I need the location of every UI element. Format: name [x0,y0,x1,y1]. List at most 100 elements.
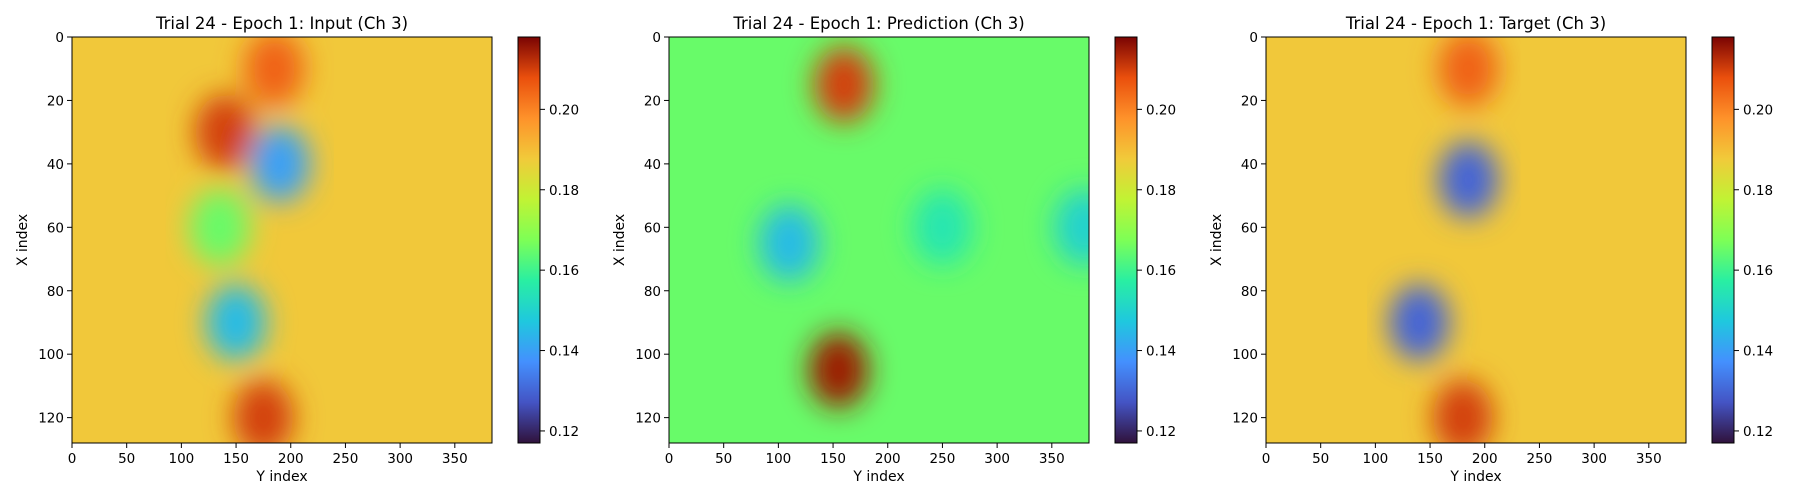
x-tick-label: 200 [875,451,901,467]
y-tick-label: 0 [55,30,64,46]
colorbar-tick-label: 0.14 [1743,344,1773,360]
x-tick-label: 100 [765,451,791,467]
x-tick-label: 350 [1039,451,1065,467]
x-tick-label: 150 [223,451,249,467]
heatmap-feature [233,379,294,443]
y-tick-label: 40 [644,157,661,173]
colorbar-tick-label: 0.18 [549,183,579,199]
y-tick-label: 20 [1241,93,1258,109]
x-tick-label: 300 [1581,451,1607,467]
x-tick-label: 300 [984,451,1010,467]
colorbar-tick-label: 0.16 [1146,263,1176,279]
y-tick-label: 120 [38,411,64,427]
x-tick-label: 50 [715,451,732,467]
chart-title: Trial 24 - Epoch 1: Prediction (Ch 3) [732,14,1024,33]
x-tick-label: 0 [68,451,77,467]
plot-frame [668,36,1090,444]
x-tick-label: 0 [665,451,674,467]
colorbar-tick-label: 0.16 [549,263,579,279]
colorbar-tick-label: 0.12 [1146,424,1176,440]
heatmap-feature [814,46,874,123]
y-tick-label: 40 [1241,157,1258,173]
heatmap-feature [1054,189,1089,266]
y-tick-label: 100 [38,347,64,363]
heatmap-feature [1438,141,1499,218]
x-tick-label: 200 [1472,451,1498,467]
x-axis-label: Y index [255,469,307,485]
heatmap-image [669,37,1089,443]
colorbar-frame [1114,36,1138,444]
y-axis-label: X index [612,214,628,266]
x-tick-label: 50 [118,451,135,467]
heatmap-feature [249,125,310,202]
x-tick-label: 250 [333,451,359,467]
x-tick-label: 50 [1312,451,1329,467]
x-tick-label: 200 [278,451,304,467]
heatmap-feature [195,94,256,171]
x-tick-label: 0 [1262,451,1271,467]
y-tick-label: 60 [644,220,661,236]
x-tick-label: 250 [1527,451,1553,467]
x-tick-label: 350 [1636,451,1662,467]
heatmap-image [72,37,492,443]
y-tick-label: 60 [47,220,64,236]
y-tick-label: 0 [652,30,661,46]
x-tick-label: 350 [442,451,468,467]
x-axis-label: Y index [852,469,904,485]
heatmap-panel: Trial 24 - Epoch 1: Target (Ch 3) 0 50 100 1… [1209,14,1773,485]
colorbar-tick-label: 0.18 [1146,183,1176,199]
colorbar-tick-label: 0.18 [1743,183,1773,199]
y-tick-label: 20 [47,93,64,109]
heatmap-feature [808,332,869,409]
plot-frame [71,36,493,444]
y-tick-label: 80 [644,284,661,300]
x-axis-label: Y index [1449,469,1501,485]
colorbar [1115,37,1137,443]
x-tick-label: 250 [930,451,956,467]
colorbar-tick-label: 0.12 [1743,424,1773,440]
colorbar-tick-label: 0.14 [1146,344,1176,360]
heatmap-feature [244,37,305,107]
colorbar-tick-label: 0.12 [549,424,579,440]
plot-frame [1265,36,1687,444]
colorbar-tick-label: 0.20 [1743,102,1773,118]
y-tick-label: 100 [1232,347,1258,363]
x-tick-label: 150 [1417,451,1443,467]
colorbar-tick-label: 0.16 [1743,263,1773,279]
y-tick-label: 100 [635,347,661,363]
y-tick-label: 80 [1241,284,1258,300]
colorbar-tick-label: 0.20 [549,102,579,118]
y-tick-label: 20 [644,93,661,109]
heatmap-feature [206,284,267,361]
colorbar-frame [1711,36,1735,444]
heatmap-panel: Trial 24 - Epoch 1: Input (Ch 3) 0 50 100 15… [15,14,579,485]
y-tick-label: 80 [47,284,64,300]
heatmap-feature [1432,379,1493,443]
x-tick-label: 100 [1362,451,1388,467]
colorbar [518,37,540,443]
y-axis-label: X index [15,214,31,266]
colorbar [1712,37,1734,443]
x-tick-label: 150 [820,451,846,467]
heatmap-feature [759,205,820,282]
y-tick-label: 40 [47,157,64,173]
y-tick-label: 120 [1232,411,1258,427]
y-tick-label: 0 [1249,30,1258,46]
chart-title: Trial 24 - Epoch 1: Input (Ch 3) [155,14,408,33]
x-tick-label: 300 [387,451,413,467]
heatmap-feature [1389,284,1450,361]
heatmap-feature [189,189,250,266]
heatmap-image [1266,37,1686,443]
chart-title: Trial 24 - Epoch 1: Target (Ch 3) [1345,14,1606,33]
colorbar-tick-label: 0.20 [1146,102,1176,118]
colorbar-tick-label: 0.14 [549,344,579,360]
heatmap-feature [912,189,973,266]
heatmap-background [669,37,1089,443]
x-tick-label: 100 [168,451,194,467]
y-tick-label: 60 [1241,220,1258,236]
colorbar-frame [517,36,541,444]
y-axis-label: X index [1209,214,1225,266]
heatmap-feature [1438,37,1499,107]
heatmap-panel: Trial 24 - Epoch 1: Prediction (Ch 3) 0 50… [612,14,1176,485]
